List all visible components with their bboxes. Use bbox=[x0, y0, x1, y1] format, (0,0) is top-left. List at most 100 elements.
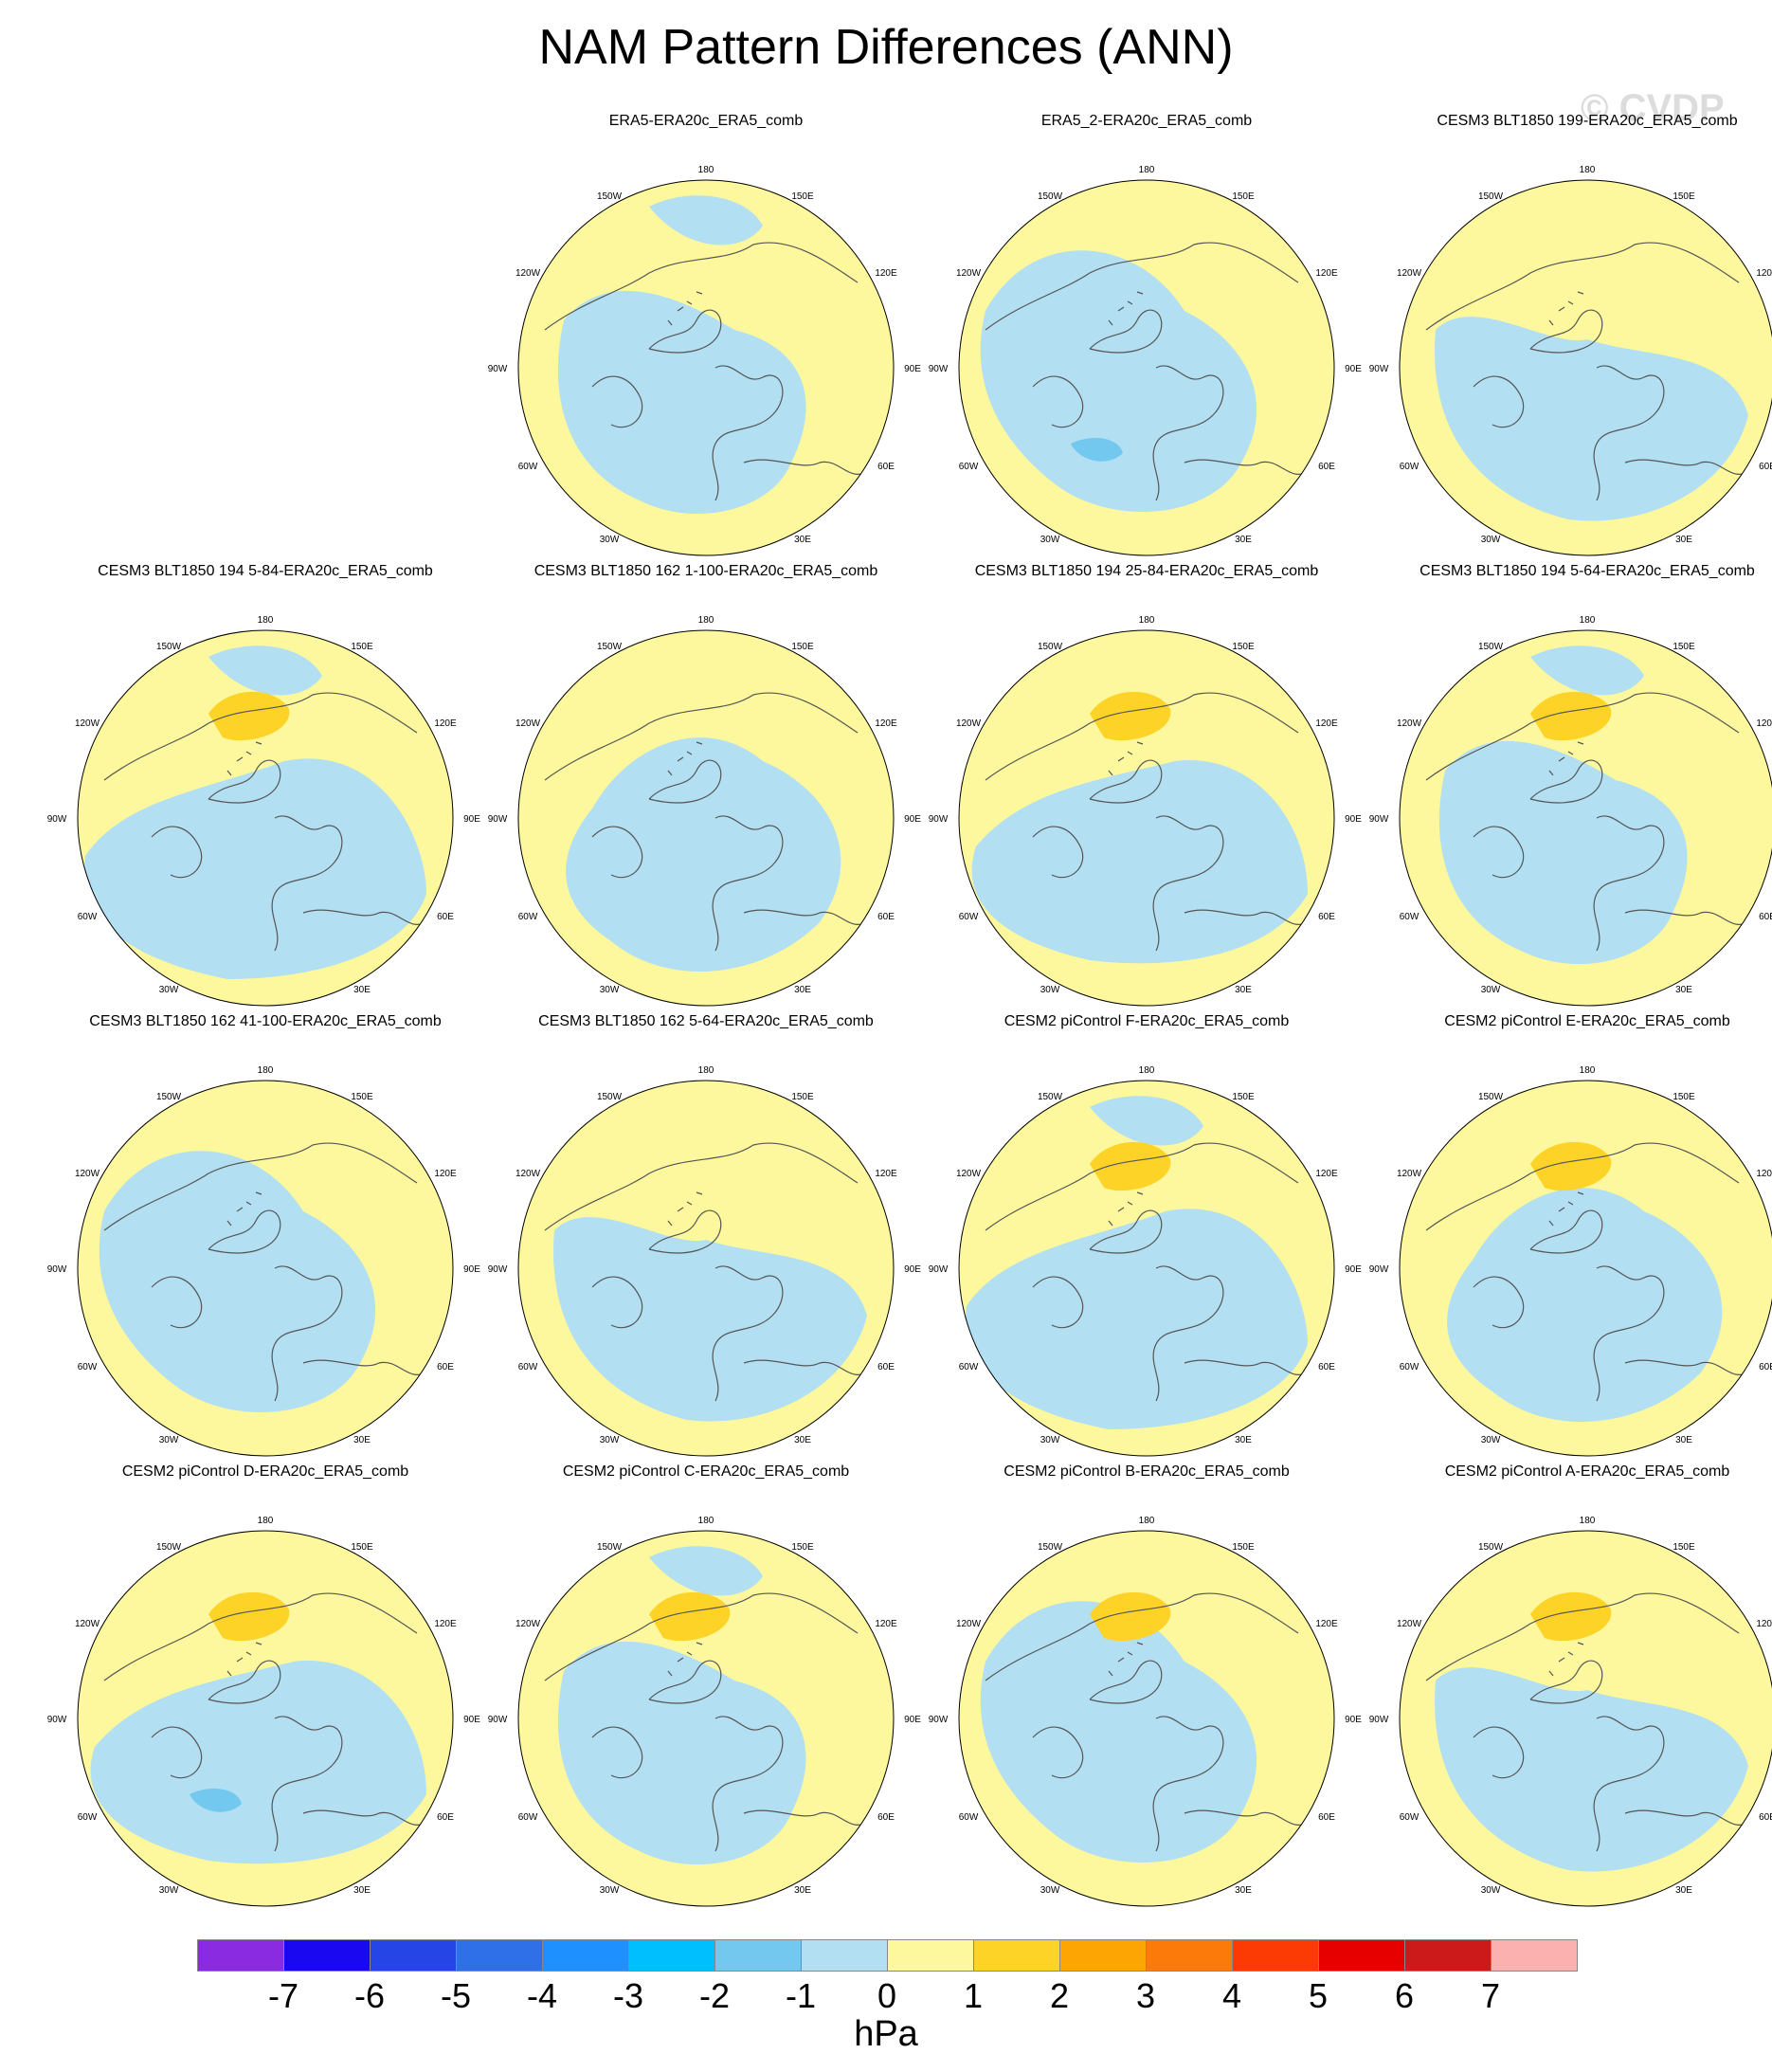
coastline bbox=[1184, 909, 1309, 925]
longitude-label: 150E bbox=[791, 1092, 814, 1102]
polar-stereographic-map: 180150W150E120W120E90W90E60W60E30W30E0 bbox=[1369, 1065, 1772, 1457]
map-frame bbox=[958, 629, 1335, 1007]
longitude-label: 150W bbox=[1038, 1092, 1063, 1102]
colorbar-tick-label: -1 bbox=[785, 1976, 816, 2015]
colorbar-tick-label: -2 bbox=[698, 1976, 730, 2015]
longitude-label: 90W bbox=[488, 1264, 508, 1275]
panel-title: ERA5_2-ERA20c_ERA5_comb bbox=[1040, 113, 1253, 129]
coastline bbox=[151, 826, 203, 879]
map-frame bbox=[1399, 179, 1772, 556]
longitude-label: 120E bbox=[1315, 718, 1338, 729]
coastline bbox=[208, 1209, 281, 1254]
longitude-label: 30E bbox=[353, 985, 371, 995]
coastline bbox=[1032, 1276, 1084, 1329]
longitude-label: 60E bbox=[877, 912, 895, 922]
longitude-label: 90W bbox=[47, 814, 67, 825]
longitude-label: 180 bbox=[1580, 165, 1596, 175]
coastline bbox=[1624, 1359, 1749, 1375]
longitude-label: 150E bbox=[791, 642, 814, 652]
longitude-label: 60E bbox=[437, 1362, 454, 1372]
longitude-label: 180 bbox=[1139, 1065, 1155, 1076]
longitude-label: 60E bbox=[1759, 912, 1772, 922]
coastline bbox=[667, 291, 703, 326]
longitude-label: 30E bbox=[794, 1435, 811, 1445]
longitude-label: 60W bbox=[1400, 912, 1419, 922]
longitude-label: 120E bbox=[1315, 268, 1338, 279]
longitude-label: 150E bbox=[1673, 191, 1695, 202]
longitude-label: 90E bbox=[904, 814, 921, 825]
colorbar-swatch bbox=[1232, 1939, 1319, 1972]
coastline bbox=[743, 459, 868, 475]
longitude-label: 30W bbox=[1040, 1435, 1060, 1445]
coastline bbox=[985, 692, 1299, 781]
coastline bbox=[1593, 365, 1665, 501]
longitude-label: 120E bbox=[1756, 718, 1772, 729]
map-panel: CESM2 piControl F-ERA20c_ERA5_comb 180 150… bbox=[929, 1012, 1365, 1458]
polar-stereographic-map: 180150W150E120W120E90W90E60W60E30W30E0 bbox=[488, 615, 921, 1007]
longitude-label: 30W bbox=[1481, 1885, 1501, 1896]
negative-anomaly-region bbox=[83, 758, 427, 979]
coastline bbox=[544, 692, 859, 781]
longitude-label: 60E bbox=[1318, 912, 1335, 922]
map-frame bbox=[517, 629, 895, 1007]
coastline bbox=[1089, 1660, 1163, 1704]
panel-title: CESM3 BLT1850 162 1-100-ERA20c_ERA5_comb bbox=[533, 563, 878, 579]
coastline bbox=[1152, 1265, 1224, 1402]
coastline bbox=[271, 815, 343, 952]
colorbar-tick-label: 7 bbox=[1480, 1976, 1501, 2015]
polar-stereographic-map: 180150W150E120W120E90W90E60W60E30W30E0 bbox=[929, 165, 1362, 556]
longitude-label: 30E bbox=[794, 985, 811, 995]
coastline bbox=[1548, 1642, 1584, 1677]
colorbar-swatch bbox=[1491, 1939, 1578, 1972]
coastline bbox=[151, 1726, 203, 1779]
polar-stereographic-map: 180150W150E120W120E90W90E60W60E30W30E0 bbox=[47, 615, 480, 1007]
longitude-label: 90W bbox=[1369, 364, 1389, 374]
coastline bbox=[226, 1191, 262, 1227]
longitude-label: 60W bbox=[959, 462, 979, 472]
coastline bbox=[1108, 1642, 1144, 1677]
longitude-label: 150E bbox=[1232, 642, 1255, 652]
longitude-label: 30W bbox=[1481, 535, 1501, 545]
panel-title: CESM2 piControl A-ERA20c_ERA5_comb bbox=[1444, 1463, 1730, 1480]
longitude-label: 90W bbox=[1369, 1264, 1389, 1275]
longitude-label: 120W bbox=[956, 268, 982, 279]
coastline bbox=[226, 741, 262, 776]
coastline bbox=[1624, 1809, 1749, 1826]
coastline bbox=[1529, 1660, 1603, 1704]
longitude-label: 90W bbox=[929, 814, 949, 825]
longitude-label: 30E bbox=[1675, 1435, 1692, 1445]
longitude-label: 150W bbox=[156, 642, 182, 652]
longitude-label: 90W bbox=[1369, 814, 1389, 825]
coastline bbox=[712, 1716, 784, 1852]
panel-title: CESM2 piControl D-ERA20c_ERA5_comb bbox=[121, 1463, 409, 1480]
longitude-label: 180 bbox=[1139, 1516, 1155, 1526]
panel-title: CESM2 piControl E-ERA20c_ERA5_comb bbox=[1444, 1013, 1730, 1029]
map-frame bbox=[517, 1530, 895, 1907]
coastline bbox=[1593, 1265, 1665, 1402]
colorbar-swatch bbox=[370, 1939, 457, 1972]
colorbar-tick-label: 3 bbox=[1135, 1976, 1156, 2015]
negative-anomaly-region bbox=[1090, 1096, 1203, 1146]
longitude-label: 90W bbox=[47, 1264, 67, 1275]
longitude-label: 90W bbox=[488, 1715, 508, 1725]
coastline bbox=[302, 909, 427, 925]
longitude-label: 150W bbox=[156, 1092, 182, 1102]
longitude-label: 60E bbox=[1318, 462, 1335, 472]
map-panel: CESM2 piControl B-ERA20c_ERA5_comb 180 150… bbox=[929, 1463, 1365, 1908]
polar-stereographic-map: 180150W150E120W120E90W90E60W60E30W30E0 bbox=[1369, 1516, 1772, 1907]
longitude-label: 30E bbox=[794, 1885, 811, 1896]
positive-anomaly-region bbox=[208, 691, 290, 741]
coastline bbox=[208, 1660, 281, 1704]
longitude-label: 90E bbox=[463, 1715, 480, 1725]
longitude-label: 30E bbox=[353, 1435, 371, 1445]
colorbar-swatch bbox=[1146, 1939, 1233, 1972]
map-frame bbox=[1399, 1530, 1772, 1907]
colorbar-tick-label: 0 bbox=[877, 1976, 897, 2015]
longitude-label: 90E bbox=[904, 1264, 921, 1275]
polar-stereographic-map: 180150W150E120W120E90W90E60W60E30W30E0 bbox=[929, 1516, 1362, 1907]
colorbar-tick-label: -4 bbox=[526, 1976, 557, 2015]
coastline bbox=[985, 1142, 1299, 1231]
colorbar-swatch bbox=[197, 1939, 284, 1972]
coastline bbox=[985, 1592, 1299, 1681]
coastline bbox=[1089, 1209, 1163, 1254]
